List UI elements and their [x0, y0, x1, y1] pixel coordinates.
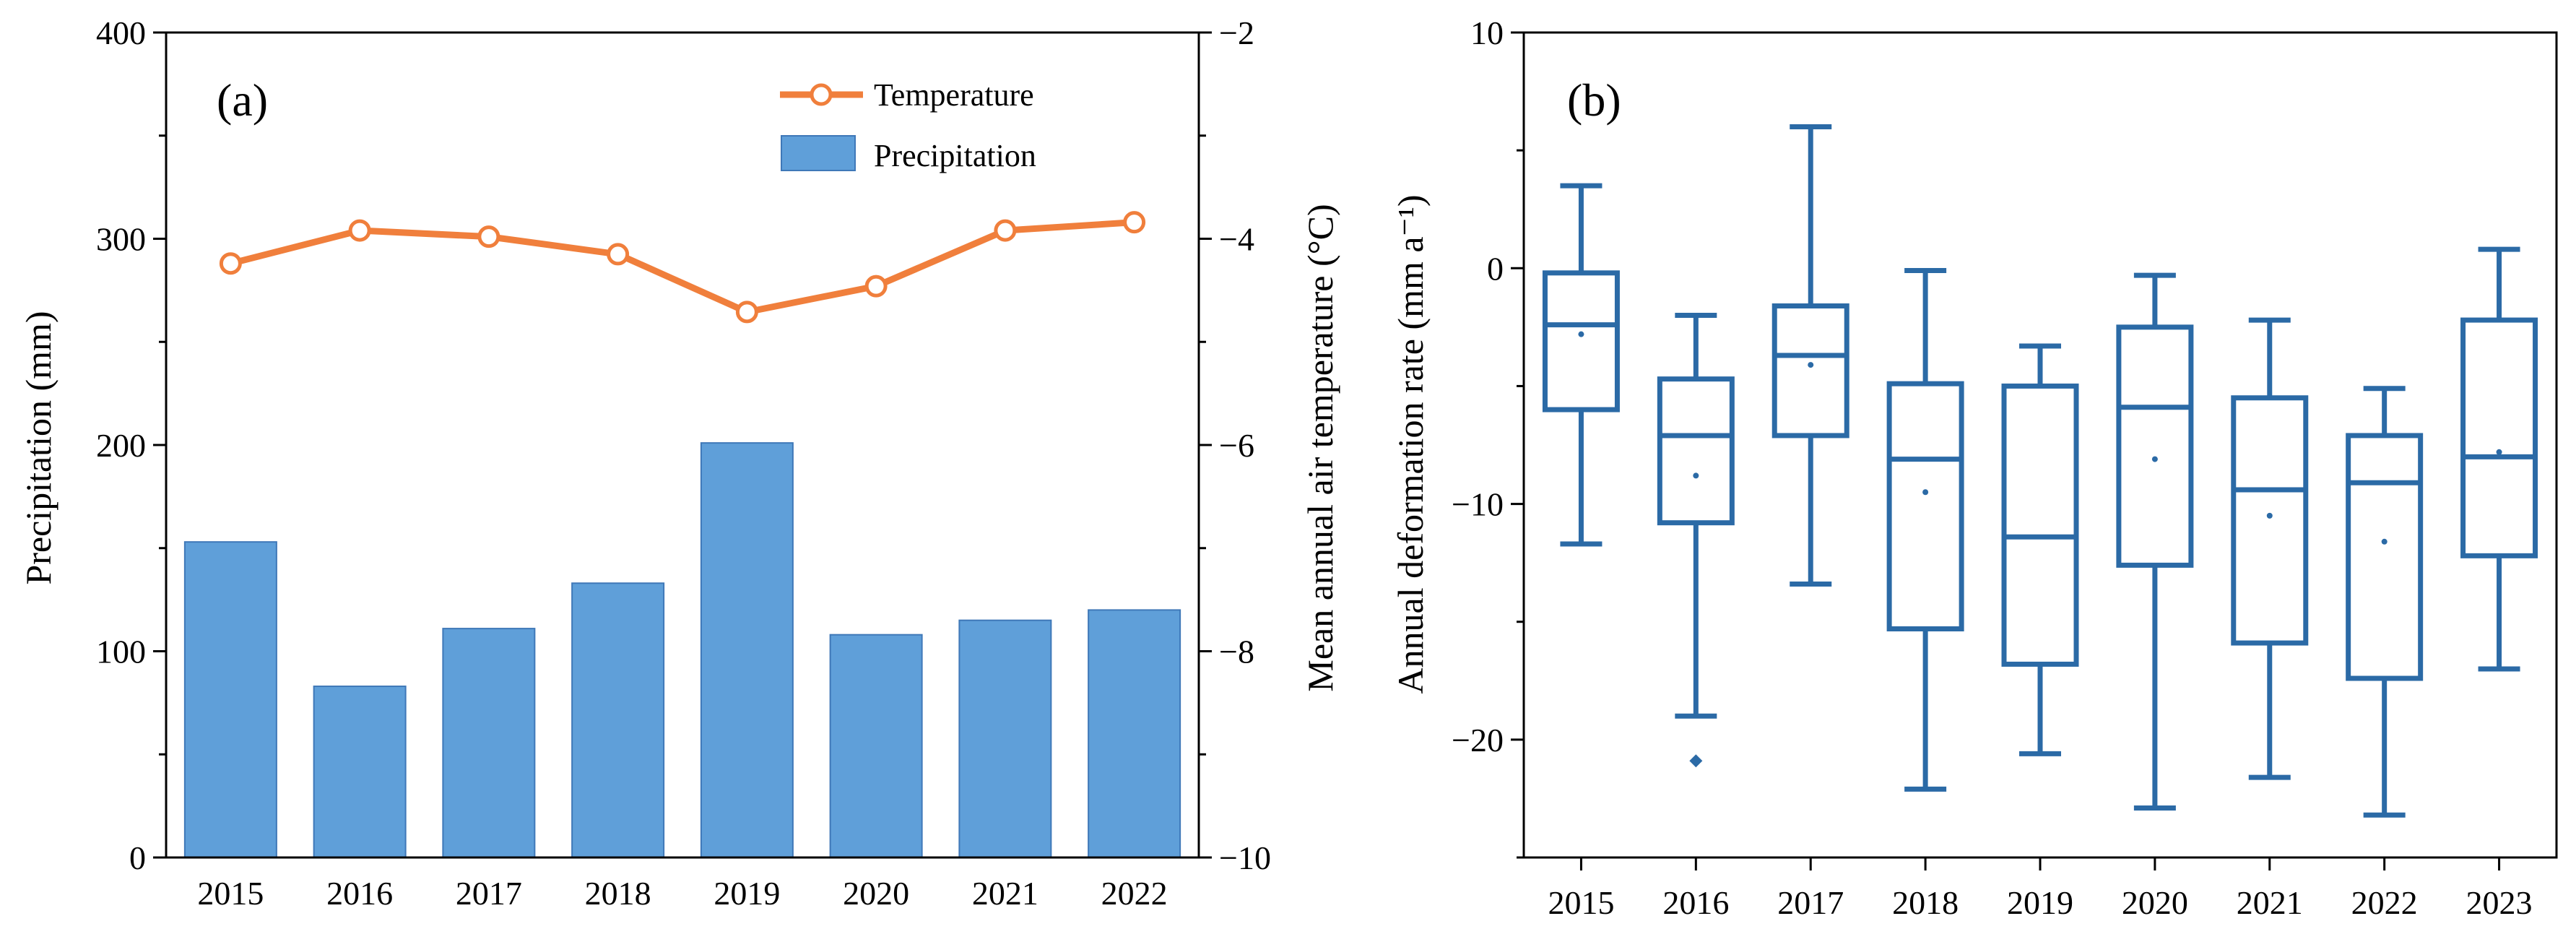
y-axis-tick-label: 400 [96, 14, 146, 51]
mean-marker [2381, 538, 2388, 545]
interquartile-box [2001, 383, 2079, 667]
deformation-boxes [1542, 124, 2538, 818]
panel-b-deformation-boxplot: −20 −10 0 10 2015 2016 2017 2018 2019 2020 2021 202… [1390, 14, 2558, 921]
panel-a-precipitation-temperature-chart: 0 100 200 300 400 −10 −8 −6 −4 −2 2015 2016 2017 2018… [18, 14, 1340, 912]
temperature-line [230, 219, 1135, 316]
y2-axis-tick-label: −8 [1219, 634, 1254, 670]
panel-b-y-axis-title: Annual deformation rate (mm a⁻¹) [1390, 194, 1431, 693]
interquartile-box [1657, 376, 1735, 526]
precipitation-bars [183, 442, 1181, 859]
y2-axis-tick-label: −6 [1219, 427, 1254, 464]
mean-marker [1922, 489, 1929, 496]
mean-marker [2266, 512, 2273, 519]
legend-temperature-marker-swatch [810, 83, 833, 106]
y-axis-tick-label: 0 [129, 839, 146, 876]
y-axis-tick-label: −10 [1452, 486, 1504, 523]
x-axis-tick-label: 2016 [326, 875, 393, 912]
panel-b-axes: −20 −10 0 10 2015 2016 2017 2018 2019 2020 2021 202… [1452, 14, 2558, 921]
legend-precipitation-label: Precipitation [874, 138, 1036, 173]
x-axis-tick-label: 2021 [972, 875, 1038, 912]
y-axis-tick-label: 10 [1470, 14, 1504, 51]
precipitation-bar [313, 686, 407, 858]
temperature-marker [348, 219, 371, 242]
box-group [1542, 183, 1620, 547]
x-axis-tick-label: 2019 [2007, 884, 2073, 921]
precipitation-bar [1088, 609, 1181, 859]
x-axis-tick-label: 2022 [2351, 884, 2418, 921]
temperature-marker [1123, 211, 1146, 234]
box-group [1771, 124, 1849, 587]
x-axis-tick-label: 2017 [456, 875, 522, 912]
x-axis-tick-label: 2018 [585, 875, 651, 912]
precipitation-bar [958, 619, 1052, 858]
y-axis-tick-label: −20 [1452, 722, 1504, 759]
mean-marker [2151, 456, 2158, 462]
y2-axis-tick-label: −2 [1219, 14, 1254, 51]
y2-axis-tick-label: −10 [1219, 839, 1271, 876]
box-group [2116, 272, 2194, 811]
interquartile-box [2346, 433, 2424, 681]
y2-axis-tick-label: −4 [1219, 221, 1254, 258]
y-axis-tick-label: 0 [1487, 250, 1504, 287]
precipitation-bar [829, 634, 923, 858]
box-group [1657, 313, 1735, 768]
x-axis-tick-label: 2020 [843, 875, 909, 912]
mean-marker [2496, 449, 2502, 455]
temperature-marker [864, 275, 888, 298]
panel-a-legend: Temperature Precipitation [780, 77, 1036, 173]
x-axis-tick-label: 2021 [2237, 884, 2303, 921]
x-axis-tick-label: 2016 [1662, 884, 1729, 921]
interquartile-box [1886, 381, 1964, 632]
temperature-marker [607, 243, 630, 266]
precipitation-bar [571, 582, 665, 858]
x-axis-tick-label: 2017 [1777, 884, 1844, 921]
interquartile-box [2116, 324, 2194, 568]
temperature-marker [735, 301, 758, 324]
box-group [2231, 317, 2309, 780]
box-group [2001, 343, 2079, 756]
y-axis-tick-label: 100 [96, 634, 146, 670]
mean-marker [1578, 331, 1584, 337]
interquartile-box [2460, 317, 2538, 558]
temperature-line-series [219, 211, 1146, 324]
outlier-marker [1689, 754, 1703, 768]
interquartile-box [1771, 303, 1849, 438]
x-axis-tick-label: 2015 [197, 875, 264, 912]
x-axis-tick-label: 2018 [1892, 884, 1959, 921]
interquartile-box [2231, 395, 2309, 646]
x-axis-tick-label: 2015 [1548, 884, 1614, 921]
x-axis-tick-label: 2023 [2466, 884, 2533, 921]
box-group [1886, 268, 1964, 792]
panel-a-y-axis-title: Precipitation (mm) [18, 311, 58, 584]
interquartile-box [1542, 270, 1620, 412]
x-axis-tick-label: 2019 [714, 875, 780, 912]
panel-a-y2-axis-title: Mean annual air temperature (°C) [1300, 204, 1340, 691]
precipitation-bar [183, 541, 277, 858]
legend-precipitation-swatch [781, 135, 856, 171]
y-axis-tick-label: 300 [96, 221, 146, 258]
temperature-marker [994, 219, 1017, 242]
x-axis-tick-label: 2020 [2122, 884, 2188, 921]
box-group [2460, 246, 2538, 672]
precipitation-bar [700, 442, 794, 858]
temperature-marker [477, 225, 500, 249]
panel-a-axes: 0 100 200 300 400 −10 −8 −6 −4 −2 2015 2016 2017 2018… [96, 14, 1271, 912]
mean-marker [1693, 472, 1699, 479]
panel-a-label: (a) [217, 74, 268, 126]
y-axis-tick-label: 200 [96, 427, 146, 464]
mean-marker [1808, 362, 1814, 368]
temperature-marker [219, 252, 242, 275]
precipitation-bar [442, 628, 536, 858]
legend-temperature-label: Temperature [874, 77, 1034, 113]
box-group [2346, 386, 2424, 818]
x-axis-tick-label: 2022 [1101, 875, 1168, 912]
panel-b-label: (b) [1567, 74, 1621, 126]
